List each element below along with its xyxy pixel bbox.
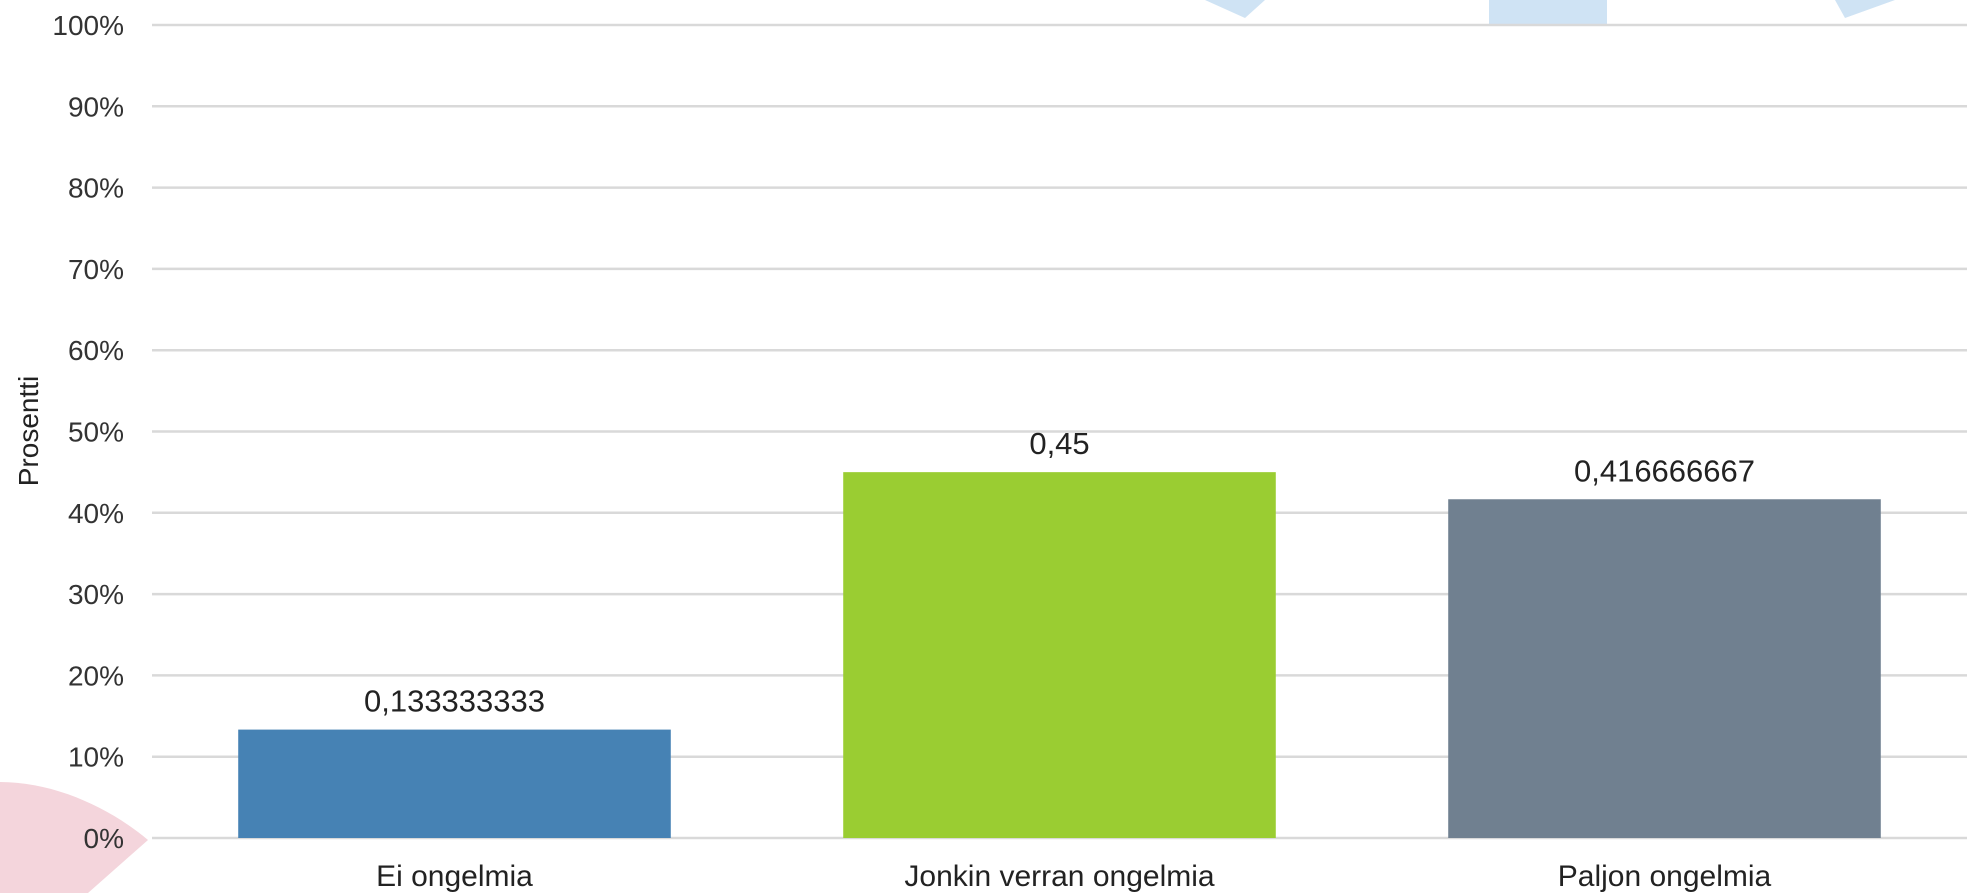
bar (1448, 499, 1881, 838)
data-label: 0,45 (1029, 426, 1089, 461)
x-tick-label: Ei ongelmia (376, 860, 533, 893)
y-tick-label: 30% (68, 579, 124, 610)
y-tick-label: 60% (68, 335, 124, 366)
y-tick-label: 50% (68, 417, 124, 448)
x-tick-label: Jonkin verran ongelmia (904, 860, 1214, 893)
x-tick-label: Paljon ongelmia (1558, 860, 1772, 893)
y-tick-label: 10% (68, 742, 124, 773)
y-tick-label: 40% (68, 498, 124, 529)
y-axis-title: Prosentti (13, 376, 44, 487)
decor-shape-top-center (1489, 0, 1607, 25)
data-labels: 0,133333333 0,45 0,416666667 (364, 426, 1755, 718)
bar (843, 472, 1276, 838)
y-tick-label: 100% (52, 10, 124, 41)
y-tick-label: 90% (68, 91, 124, 122)
y-axis-tick-labels: 0% 10% 20% 30% 40% 50% 60% 70% 80% 90% 100% (52, 10, 124, 854)
decor-shape-top-right (1835, 0, 1895, 18)
decor-shape-top-left (1205, 0, 1265, 18)
background-decorations (0, 0, 1895, 893)
y-tick-label: 20% (68, 660, 124, 691)
y-tick-label: 80% (68, 173, 124, 204)
y-tick-label: 0% (84, 823, 124, 854)
bar (238, 729, 671, 838)
data-label: 0,133333333 (364, 684, 545, 719)
bars (238, 472, 1881, 838)
y-tick-label: 70% (68, 254, 124, 285)
decor-circle-bottom-left (0, 782, 148, 893)
data-label: 0,416666667 (1574, 453, 1755, 488)
x-axis-category-labels: Ei ongelmia Jonkin verran ongelmia Paljon … (376, 860, 1771, 893)
